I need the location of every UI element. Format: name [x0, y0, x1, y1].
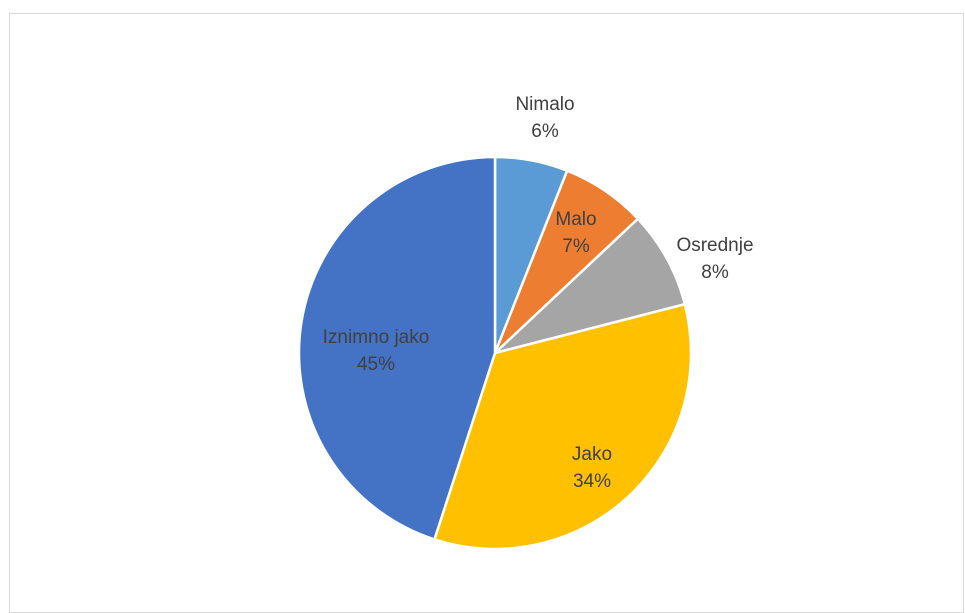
data-label-percent-jako: 34% [573, 471, 611, 492]
pie-labels: Nimalo 6% Malo 7% Osrednje 8% Jako 34% Iznimno j… [323, 94, 754, 492]
data-label-name-nimalo: Nimalo [515, 94, 574, 115]
data-label-percent-iznimno-jako: 45% [357, 354, 395, 375]
data-label-name-osrednje: Osrednje [676, 235, 753, 256]
data-label-percent-nimalo: 6% [531, 121, 559, 142]
pie-slices [297, 155, 693, 551]
data-label-name-malo: Malo [555, 209, 596, 230]
pie-slice-jako [432, 302, 693, 551]
data-label-name-jako: Jako [572, 444, 612, 465]
data-label-percent-malo: 7% [562, 236, 590, 257]
pie-slice-osrednje [494, 217, 687, 355]
pie-chart: Nimalo 6% Malo 7% Osrednje 8% Jako 34% Iznimno j… [297, 94, 754, 551]
data-label-percent-osrednje: 8% [701, 262, 729, 283]
data-label-name-iznimno-jako: Iznimno jako [323, 327, 430, 348]
chart-frame: Nimalo 6% Malo 7% Osrednje 8% Jako 34% Iznimno j… [9, 13, 964, 613]
pie-slice-iznimno-jako [297, 155, 497, 541]
